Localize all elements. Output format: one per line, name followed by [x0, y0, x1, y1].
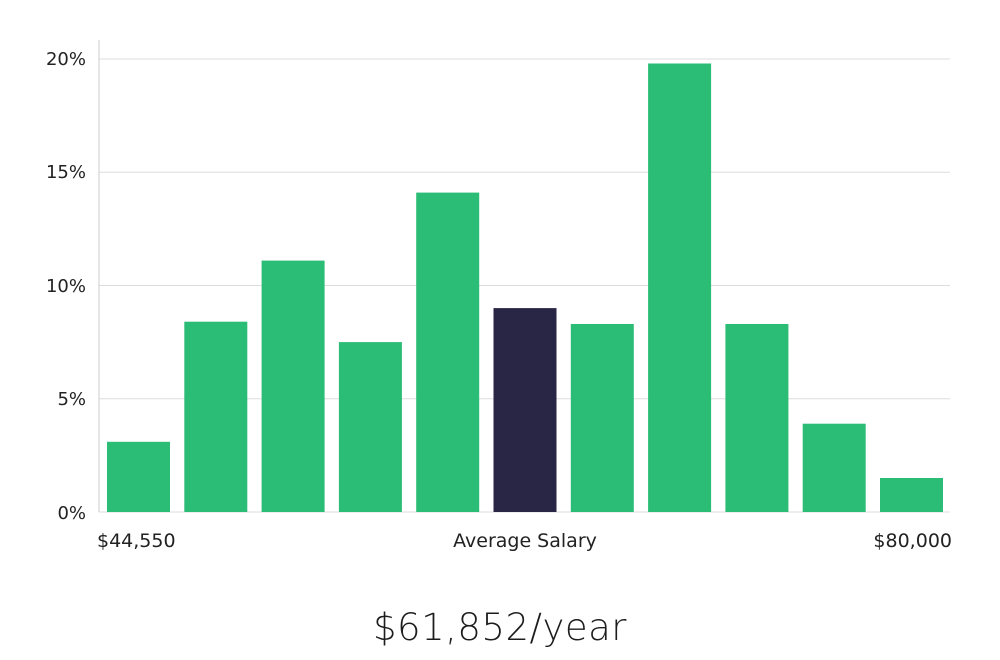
bar-8 [648, 63, 712, 512]
bar-average-salary [493, 308, 557, 512]
x-label-max: $80,000 [873, 530, 952, 552]
x-label-min: $44,550 [97, 530, 176, 552]
salary-histogram: 0% 5% 10% 15% 20% $44,550 Average Salary… [46, 40, 952, 552]
y-tick-5: 5% [57, 389, 86, 410]
bar-1 [107, 441, 170, 512]
average-salary-value: $61,852/year [372, 606, 627, 649]
bar-9 [725, 324, 789, 512]
bar-5 [416, 192, 480, 512]
y-tick-20: 20% [46, 49, 86, 70]
bar-3 [261, 260, 325, 512]
bars [107, 63, 943, 512]
y-tick-15: 15% [46, 162, 86, 183]
bar-11 [880, 478, 943, 512]
y-tick-10: 10% [46, 276, 86, 297]
bar-7 [570, 324, 634, 512]
bar-2 [184, 321, 248, 512]
bar-10 [802, 423, 866, 512]
y-axis-ticks: 0% 5% 10% 15% 20% [46, 49, 86, 524]
x-label-center: Average Salary [453, 530, 597, 552]
y-tick-0: 0% [57, 503, 86, 524]
bar-4 [338, 342, 402, 512]
